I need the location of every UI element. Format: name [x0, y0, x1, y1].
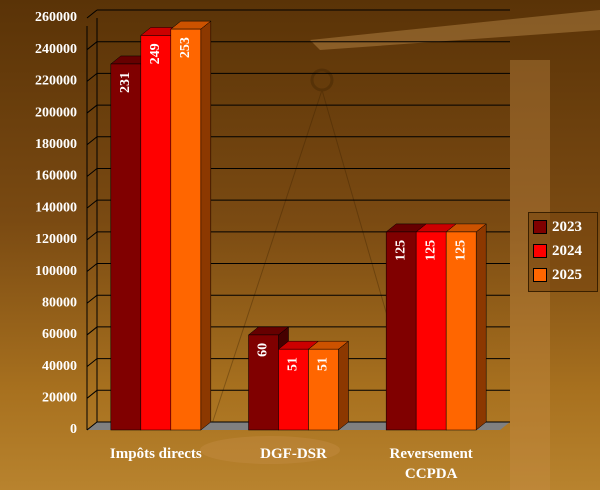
value-label: 125 [393, 240, 408, 261]
y-tick-label: 260000 [35, 10, 77, 25]
legend: 2023 2024 2025 [528, 212, 598, 292]
legend-label: 2023 [552, 219, 582, 236]
y-tick-label: 40000 [42, 359, 77, 374]
x-tick-label: Reversement CCPDA [376, 444, 486, 484]
y-tick-label: 180000 [35, 137, 77, 152]
bar [111, 64, 141, 430]
value-label: 249 [148, 43, 163, 64]
y-tick-label: 0 [70, 422, 77, 437]
grid-diagonal [87, 137, 97, 145]
grid-diagonal [87, 200, 97, 208]
bar [141, 35, 171, 430]
grid-diagonal [87, 42, 97, 50]
grid-diagonal [87, 359, 97, 367]
y-tick-label: 160000 [35, 169, 77, 184]
legend-label: 2024 [552, 243, 582, 260]
value-label: 51 [316, 357, 331, 371]
grid-diagonal [87, 168, 97, 176]
grid-diagonal [87, 295, 97, 303]
y-tick-label: 80000 [42, 295, 77, 310]
legend-swatch [533, 244, 547, 258]
legend-item: 2024 [533, 242, 582, 260]
y-tick-label: 240000 [35, 42, 77, 57]
bar-side [339, 341, 349, 430]
y-tick-label: 100000 [35, 264, 77, 279]
legend-label: 2025 [552, 267, 582, 284]
grid-diagonal [87, 264, 97, 272]
x-tick-label: Impôts directs [101, 444, 211, 464]
grid-diagonal [87, 327, 97, 335]
legend-swatch [533, 220, 547, 234]
legend-item: 2023 [533, 218, 582, 236]
y-tick-label: 120000 [35, 232, 77, 247]
bar-side [476, 224, 486, 430]
value-label: 231 [118, 72, 133, 93]
y-tick-label: 140000 [35, 200, 77, 215]
y-tick-label: 200000 [35, 105, 77, 120]
chart-svg: 0 20000 40000 60000 80000 100000 120000 140000 1… [0, 0, 600, 490]
x-tick-label: DGF-DSR [239, 444, 349, 464]
value-label: 125 [453, 240, 468, 261]
value-label: 253 [178, 37, 193, 58]
y-tick-label: 20000 [42, 391, 77, 406]
y-tick-label: 220000 [35, 74, 77, 89]
value-label: 51 [286, 357, 301, 371]
value-label: 60 [256, 343, 271, 357]
chart: 0 20000 40000 60000 80000 100000 120000 140000 1… [0, 0, 600, 490]
grid-diagonal [87, 390, 97, 398]
grid-diagonal [87, 10, 97, 18]
bar-side [201, 21, 211, 430]
grid-diagonal [87, 232, 97, 240]
grid-diagonal [87, 105, 97, 113]
y-tick-label: 60000 [42, 327, 77, 342]
legend-swatch [533, 268, 547, 282]
legend-item: 2025 [533, 266, 582, 284]
bar [171, 29, 201, 430]
grid-diagonal [87, 73, 97, 81]
value-label: 125 [423, 240, 438, 261]
